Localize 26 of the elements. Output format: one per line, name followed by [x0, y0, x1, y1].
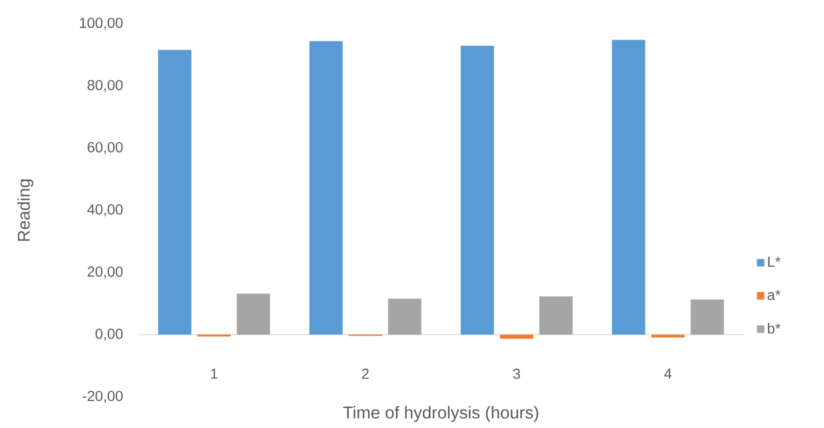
y-tick-label: 0,00	[96, 328, 123, 340]
y-tick-label: 40,00	[87, 204, 123, 216]
y-tick-label: 80,00	[88, 80, 123, 92]
y-axis-title: Reading	[17, 179, 34, 241]
bar	[158, 50, 192, 334]
y-tick-label: 20,00	[88, 266, 123, 278]
x-tick-label: 3	[513, 368, 520, 379]
x-axis-title: Time of hydrolysis (hours)	[343, 406, 538, 422]
legend-label: b*	[768, 322, 780, 334]
y-tick-label: 100,00	[80, 18, 123, 30]
bar	[612, 40, 646, 334]
x-tick-label: 4	[664, 368, 672, 378]
bar	[460, 46, 494, 334]
bar	[500, 334, 534, 338]
bar	[690, 299, 724, 334]
bar	[236, 293, 270, 334]
bar	[539, 296, 573, 334]
y-tick-label: 60,00	[88, 142, 123, 154]
legend-label: L*	[768, 256, 780, 267]
bar	[651, 334, 685, 338]
legend-label: a*	[768, 290, 780, 300]
bar	[388, 298, 422, 334]
bar	[309, 40, 343, 334]
x-tick-label: 1	[211, 368, 218, 378]
x-tick-label: 2	[362, 368, 369, 379]
y-tick-label: -20,00	[82, 390, 123, 403]
